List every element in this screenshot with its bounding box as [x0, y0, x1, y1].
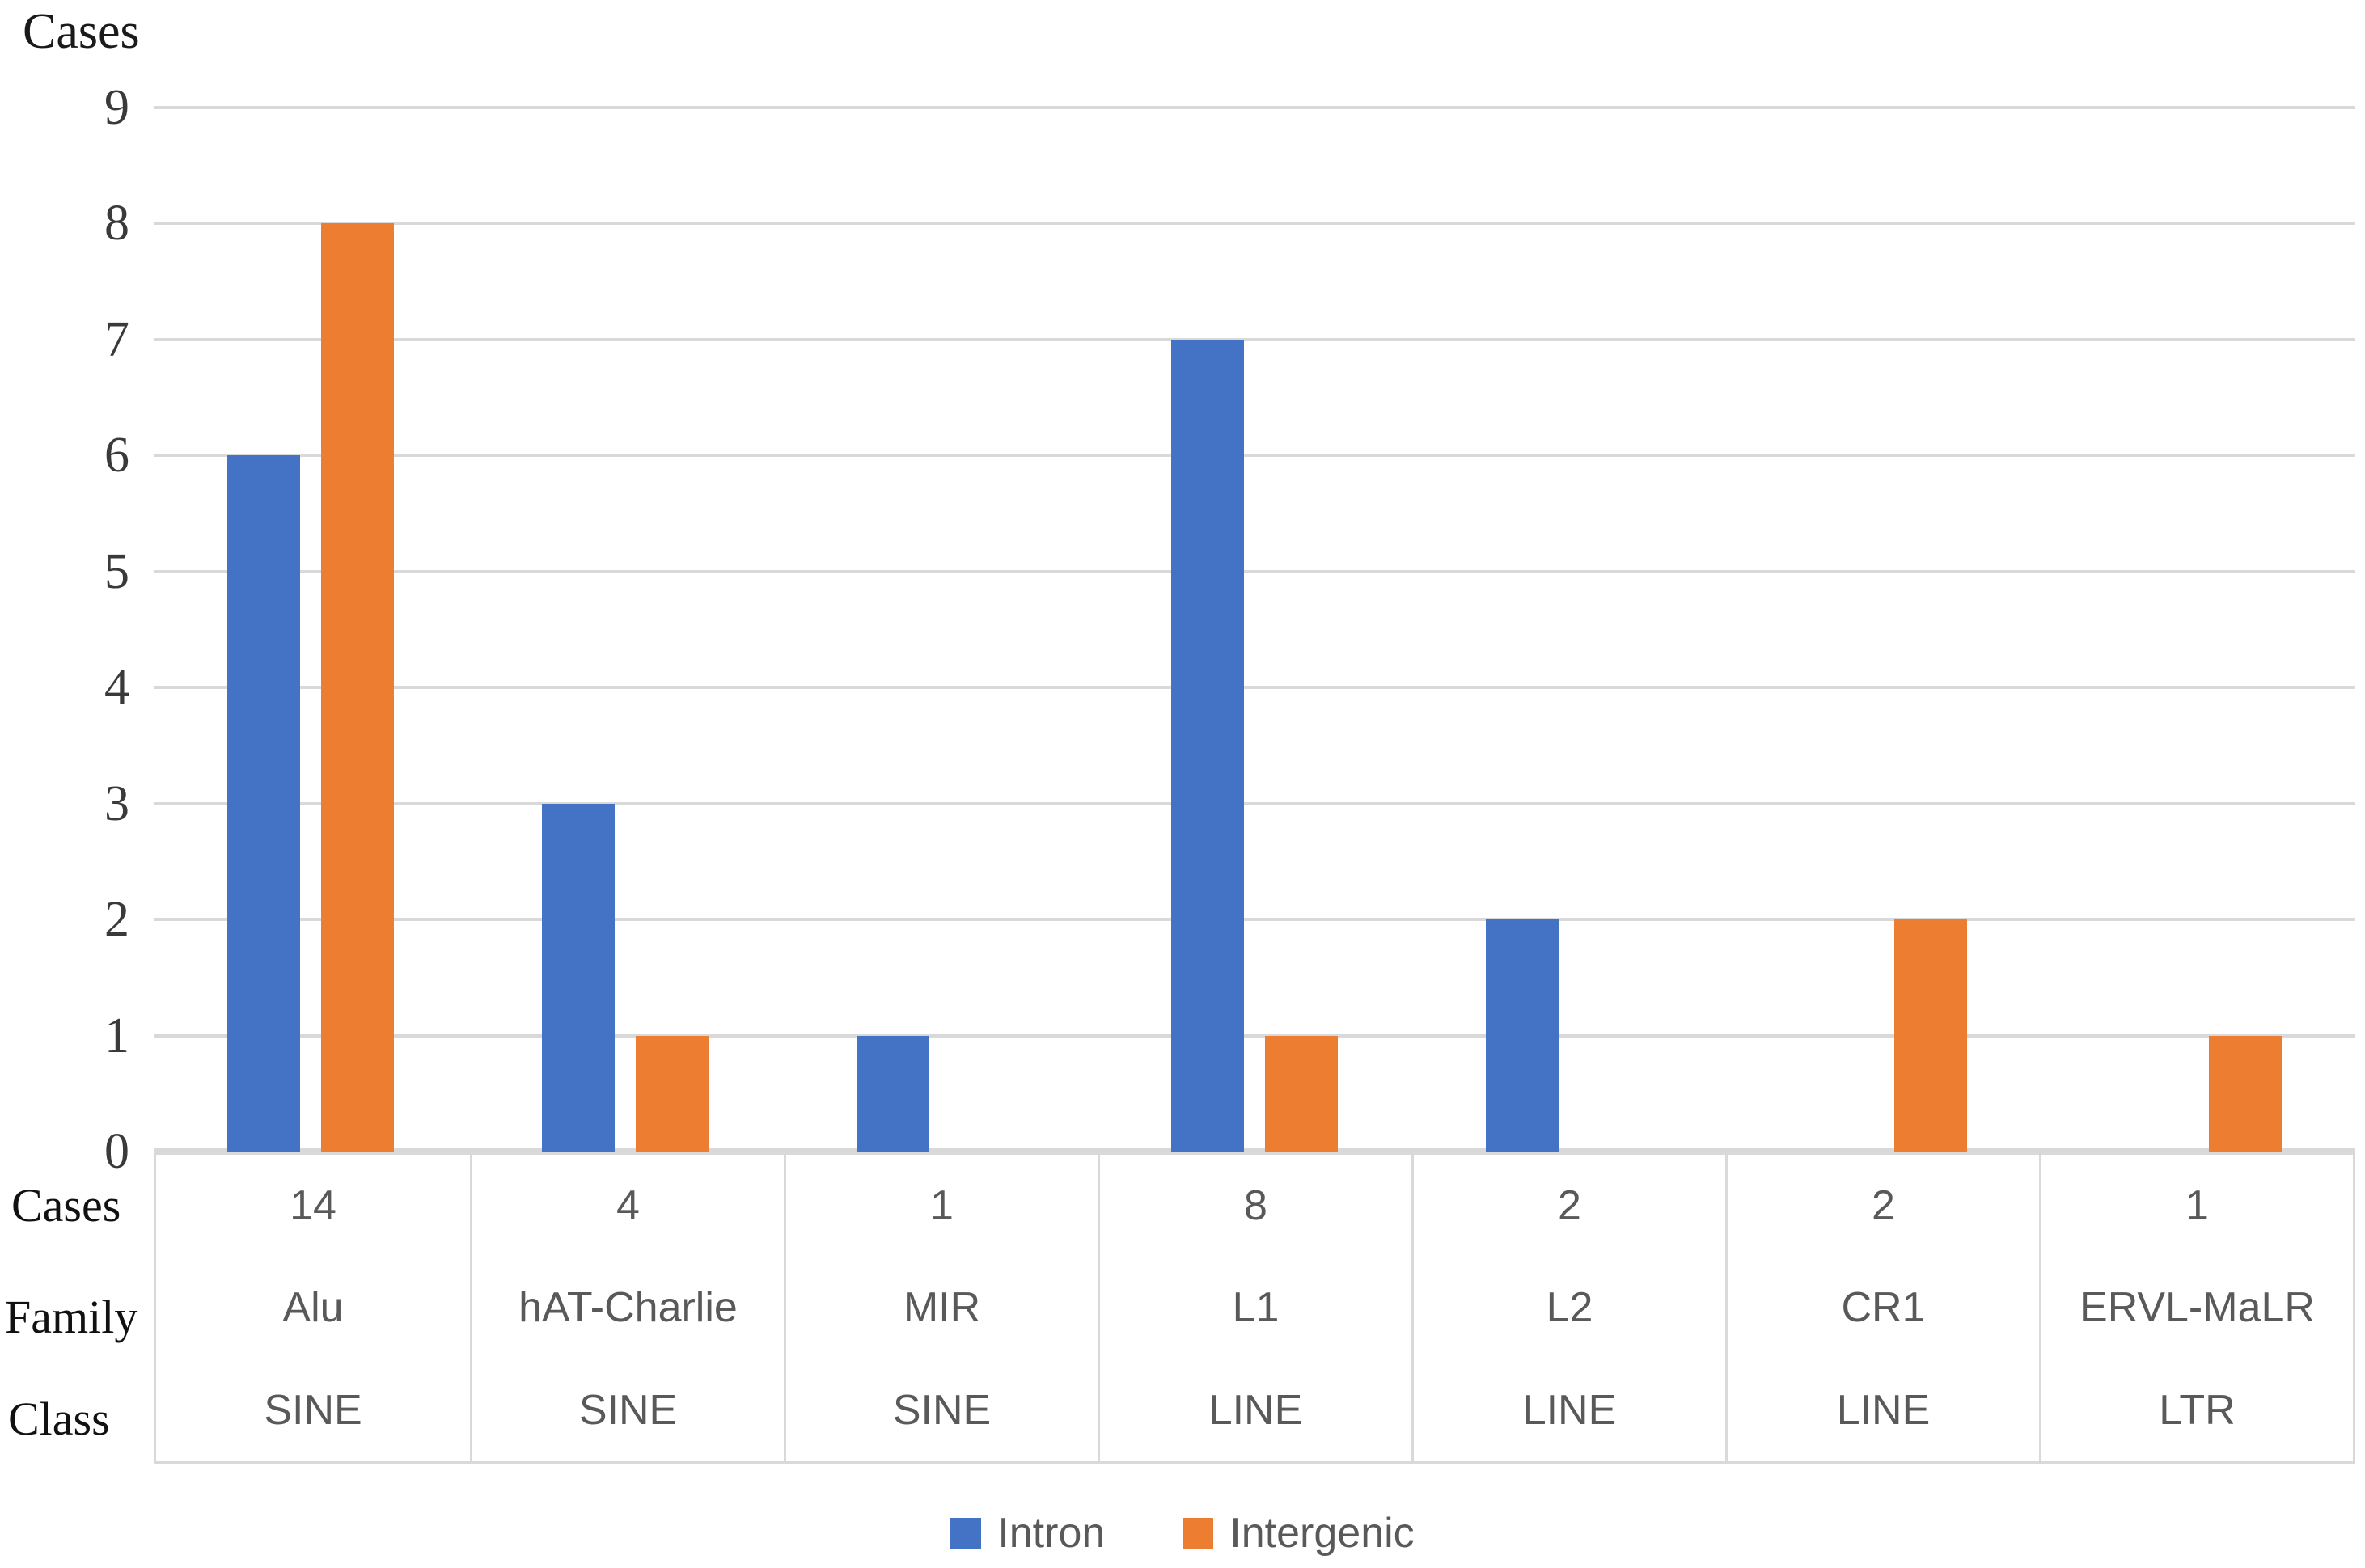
table-cell-class-ervl-malr: LTR	[2159, 1386, 2236, 1434]
bar-intron-hat-charlie	[542, 803, 616, 1152]
y-tick-label-9: 9	[104, 80, 129, 135]
table-cell-class-alu: SINE	[264, 1386, 362, 1434]
table-cell-class-l2: LINE	[1522, 1386, 1617, 1434]
y-axis-title: Cases	[23, 4, 140, 59]
y-tick-label-4: 4	[104, 660, 129, 716]
table-cell-class-cr1: LINE	[1836, 1386, 1931, 1434]
data-table: 14 Alu SINE 4 hAT-Charlie SINE 1 MIR SINE 8 L1 LINE…	[154, 1155, 2355, 1464]
table-cell-class-hat-charlie: SINE	[578, 1386, 678, 1434]
table-cell-family-cr1: CR1	[1841, 1284, 1926, 1332]
table-column-l1: 8 L1 LINE	[1098, 1155, 1411, 1461]
legend: Intron Intergenic	[0, 1509, 2365, 1557]
y-tick-label-5: 5	[104, 543, 129, 599]
gridline-1	[154, 1033, 2355, 1038]
bar-intron-l1	[1171, 339, 1244, 1152]
legend-swatch-intergenic	[1182, 1518, 1214, 1549]
table-column-hat-charlie: 4 hAT-Charlie SINE	[470, 1155, 784, 1461]
bar-intergenic-ervl-malr	[2208, 1035, 2282, 1152]
y-tick-label-8: 8	[104, 196, 129, 251]
legend-item-intron: Intron	[950, 1509, 1105, 1557]
y-tick-label-6: 6	[104, 428, 129, 484]
table-cell-cases-cr1: 2	[1872, 1182, 1895, 1230]
table-cell-cases-l1: 8	[1244, 1182, 1267, 1230]
bar-intron-mir	[857, 1035, 930, 1152]
table-cell-family-l1: L1	[1232, 1284, 1280, 1332]
bar-intergenic-cr1	[1893, 919, 1967, 1152]
gridline-7	[154, 337, 2355, 341]
table-column-ervl-malr: 1 ERVL-MaLR LTR	[2039, 1155, 2353, 1461]
table-cell-cases-hat-charlie: 4	[616, 1182, 640, 1230]
table-cell-cases-ervl-malr: 1	[2185, 1182, 2209, 1230]
gridline-6	[154, 454, 2355, 458]
legend-label-intergenic: Intergenic	[1229, 1510, 1415, 1557]
table-column-cr1: 2 CR1 LINE	[1725, 1155, 2039, 1461]
bar-intron-alu	[227, 455, 301, 1152]
table-cell-family-ervl-malr: ERVL-MaLR	[2079, 1284, 2315, 1332]
y-tick-label-0: 0	[104, 1124, 129, 1179]
legend-label-intron: Intron	[997, 1510, 1106, 1557]
x-axis-line	[154, 1148, 2355, 1155]
gridline-9	[154, 106, 2355, 109]
bar-intergenic-alu	[321, 223, 395, 1152]
table-cell-class-l1: LINE	[1208, 1386, 1303, 1434]
bar-intron-l2	[1485, 919, 1559, 1152]
bar-intergenic-l1	[1265, 1035, 1338, 1152]
legend-item-intergenic: Intergenic	[1182, 1509, 1415, 1557]
gridline-4	[154, 686, 2355, 690]
table-row-label-family: Family	[5, 1291, 138, 1343]
table-cell-family-hat-charlie: hAT-Charlie	[518, 1284, 738, 1332]
table-cell-family-mir: MIR	[903, 1284, 981, 1332]
gridline-2	[154, 918, 2355, 922]
table-row-label-class: Class	[8, 1393, 110, 1445]
bar-intergenic-hat-charlie	[636, 1035, 709, 1152]
y-tick-label-2: 2	[104, 892, 129, 948]
table-cell-family-alu: Alu	[282, 1284, 344, 1332]
table-column-mir: 1 MIR SINE	[784, 1155, 1098, 1461]
y-tick-label-3: 3	[104, 776, 129, 831]
table-cell-cases-l2: 2	[1558, 1182, 1581, 1230]
table-cell-cases-alu: 14	[290, 1182, 336, 1230]
table-cell-family-l2: L2	[1546, 1284, 1593, 1332]
table-column-alu: 14 Alu SINE	[156, 1155, 470, 1461]
gridline-3	[154, 801, 2355, 805]
y-tick-label-1: 1	[104, 1008, 129, 1063]
table-row-label-cases: Cases	[11, 1179, 121, 1232]
y-tick-label-7: 7	[104, 311, 129, 367]
plot-area	[154, 106, 2355, 1155]
gridline-8	[154, 222, 2355, 226]
legend-swatch-intron	[950, 1518, 982, 1549]
table-column-l2: 2 L2 LINE	[1411, 1155, 1725, 1461]
gridline-5	[154, 569, 2355, 573]
table-cell-class-mir: SINE	[892, 1386, 992, 1434]
table-cell-cases-mir: 1	[930, 1182, 954, 1230]
